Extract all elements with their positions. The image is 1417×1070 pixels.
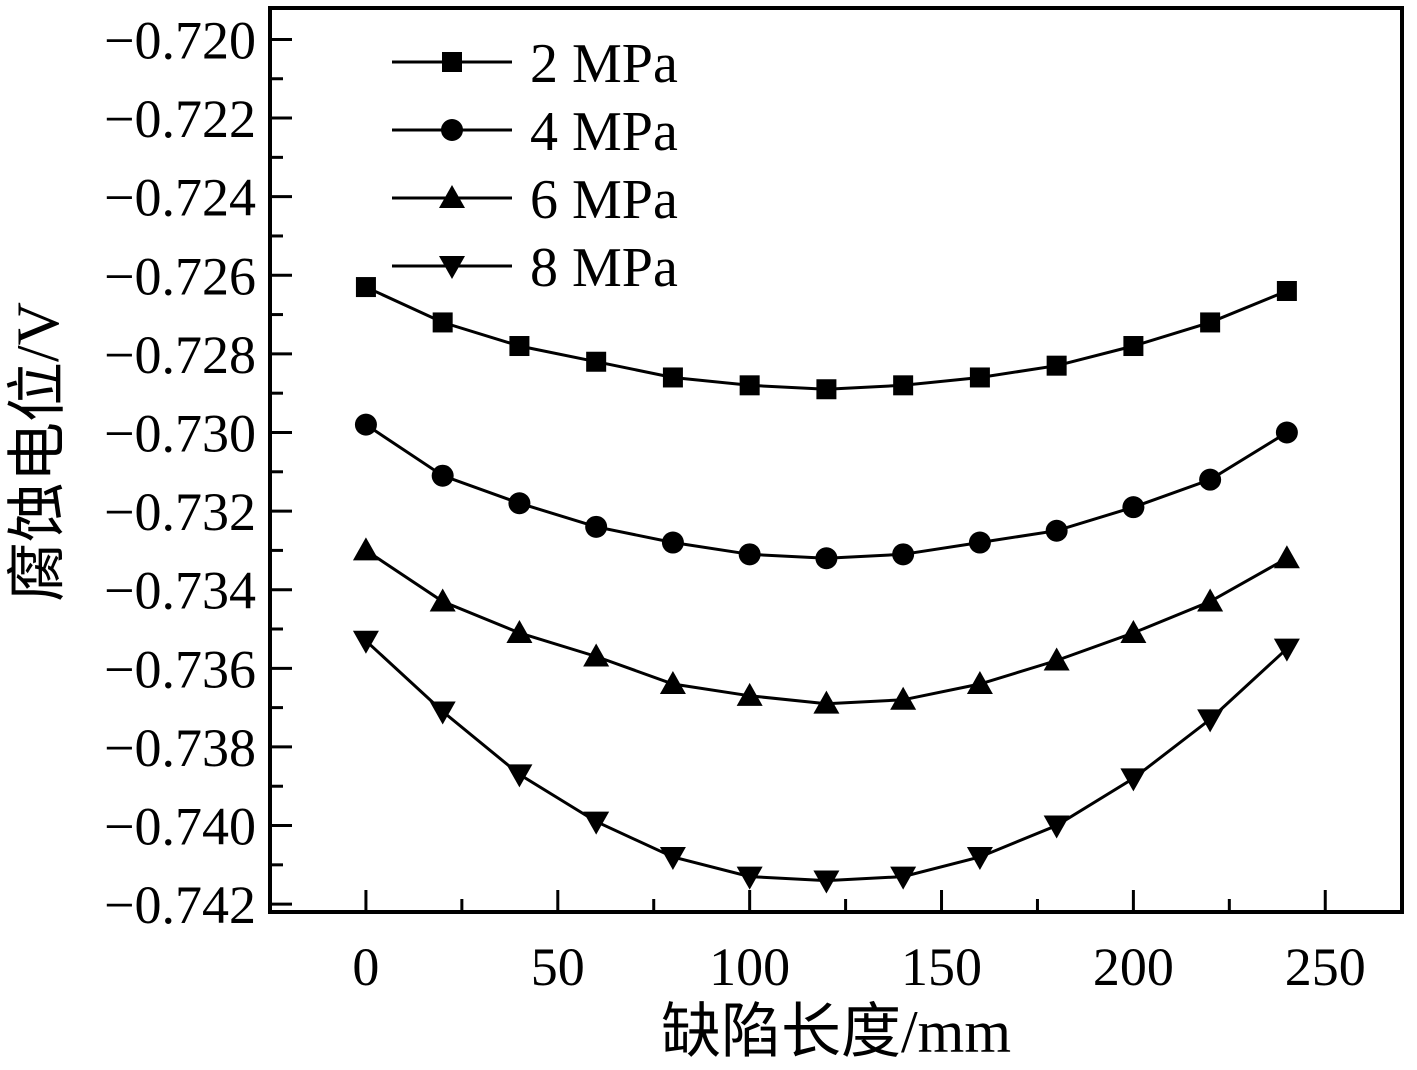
legend-marker-triangle-down-icon bbox=[439, 256, 465, 279]
data-point bbox=[1123, 336, 1144, 357]
series-line-6-MPa bbox=[365, 549, 1288, 706]
plot-border bbox=[268, 6, 1404, 914]
data-point bbox=[966, 846, 993, 870]
x-axis-label: 缺陷长度/mm bbox=[661, 999, 1011, 1065]
y-tick-label: −0.736 bbox=[104, 639, 256, 699]
data-point bbox=[432, 312, 453, 333]
data-point bbox=[352, 630, 379, 654]
data-point bbox=[429, 701, 456, 725]
y-tick-label: −0.730 bbox=[104, 403, 256, 463]
data-point bbox=[892, 543, 915, 566]
y-tick-label: −0.728 bbox=[104, 325, 256, 385]
data-point bbox=[966, 671, 993, 695]
x-tick-label: 250 bbox=[1285, 937, 1366, 997]
legend-label: 8 MPa bbox=[530, 237, 678, 299]
data-point bbox=[355, 277, 376, 298]
legend-marker-square-icon bbox=[442, 52, 462, 72]
legend-marker-circle-icon bbox=[441, 119, 463, 141]
data-point bbox=[1199, 468, 1222, 491]
data-point bbox=[1273, 545, 1300, 569]
series-line-4-MPa bbox=[365, 423, 1288, 560]
data-point bbox=[890, 686, 917, 710]
data-point bbox=[429, 588, 456, 612]
data-point bbox=[509, 336, 530, 357]
y-tick-label: −0.722 bbox=[104, 89, 256, 149]
data-point bbox=[815, 547, 838, 570]
series-line-8-MPa bbox=[364, 639, 1288, 883]
series-line-2-MPa bbox=[365, 285, 1288, 391]
data-point bbox=[586, 351, 607, 372]
y-tick-label: −0.726 bbox=[104, 246, 256, 306]
x-tick-label: 50 bbox=[531, 937, 585, 997]
chart-generated-content: 0 50 100 150 200 250 −0.720 −0.722 −0.724 −0.726 −… bbox=[104, 6, 1404, 997]
data-point bbox=[506, 619, 533, 643]
data-point bbox=[431, 464, 454, 487]
data-point bbox=[661, 531, 684, 554]
data-point bbox=[1122, 496, 1145, 519]
data-point bbox=[1120, 768, 1147, 792]
data-point bbox=[659, 846, 686, 870]
legend-label: 4 MPa bbox=[530, 101, 678, 163]
y-tick-label: −0.738 bbox=[104, 718, 256, 778]
x-tick-label: 150 bbox=[901, 937, 982, 997]
data-point bbox=[352, 537, 379, 561]
x-tick-label: 100 bbox=[709, 937, 790, 997]
legend-marker-triangle-up-icon bbox=[439, 185, 465, 208]
y-tick-label: −0.724 bbox=[104, 168, 256, 228]
data-point bbox=[1197, 588, 1224, 612]
data-point bbox=[662, 367, 683, 388]
data-point bbox=[506, 764, 533, 788]
data-point bbox=[736, 682, 763, 706]
data-point bbox=[890, 866, 917, 890]
y-tick-label: −0.734 bbox=[104, 561, 256, 621]
x-tick-label: 200 bbox=[1093, 937, 1174, 997]
data-point bbox=[583, 811, 610, 835]
data-point bbox=[1045, 519, 1068, 542]
legend-label: 6 MPa bbox=[530, 169, 678, 231]
data-point bbox=[893, 375, 914, 396]
data-point bbox=[813, 690, 840, 714]
y-tick-label: −0.742 bbox=[104, 875, 256, 935]
data-point bbox=[659, 671, 686, 695]
data-point bbox=[816, 379, 837, 400]
data-point bbox=[1275, 421, 1298, 444]
data-point bbox=[1200, 312, 1221, 333]
x-tick-label: 0 bbox=[352, 937, 379, 997]
data-point bbox=[508, 492, 531, 515]
data-point bbox=[1043, 815, 1070, 839]
data-point bbox=[968, 531, 991, 554]
data-point bbox=[354, 413, 377, 436]
data-point bbox=[1120, 619, 1147, 643]
data-point bbox=[813, 870, 840, 894]
data-point bbox=[738, 543, 761, 566]
data-point bbox=[1197, 709, 1224, 733]
data-point bbox=[969, 367, 990, 388]
data-point bbox=[1273, 638, 1300, 662]
y-tick-label: −0.740 bbox=[104, 797, 256, 857]
data-point bbox=[736, 866, 763, 890]
y-tick-label: −0.732 bbox=[104, 482, 256, 542]
legend-label: 2 MPa bbox=[530, 33, 678, 95]
y-tick-label: −0.720 bbox=[104, 10, 256, 70]
data-point bbox=[739, 375, 760, 396]
data-point bbox=[585, 515, 608, 538]
data-point bbox=[1043, 647, 1070, 671]
data-point bbox=[1046, 355, 1067, 376]
data-point bbox=[583, 643, 610, 667]
y-axis-label: 腐蚀电位/V bbox=[5, 302, 71, 602]
data-point bbox=[1276, 280, 1297, 301]
